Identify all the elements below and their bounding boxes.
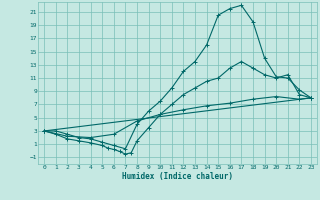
X-axis label: Humidex (Indice chaleur): Humidex (Indice chaleur) [122,172,233,181]
